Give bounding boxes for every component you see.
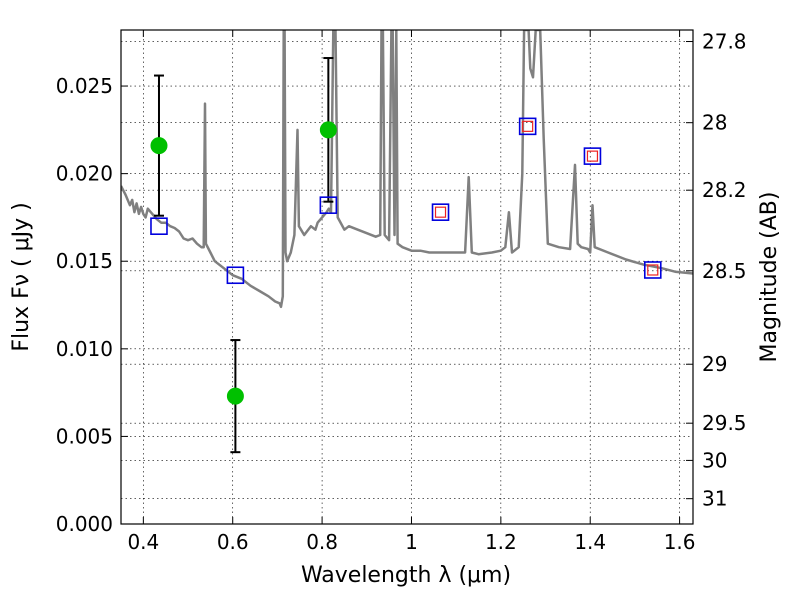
model-photometry-square: [150, 217, 168, 235]
mag-tick-label: 28.5: [702, 259, 747, 283]
model-photometry-inner-square: [522, 120, 534, 132]
mag-tick-label: 28: [702, 111, 727, 135]
x-tick-label: 1.2: [485, 530, 517, 554]
mag-tick-label: 27.8: [702, 30, 747, 54]
model-photometry-square: [226, 266, 245, 285]
y-tick-label: 0.005: [56, 424, 113, 448]
mag-tick-label: 28.2: [702, 178, 747, 202]
y-tick-label: 0.015: [56, 249, 113, 273]
axis-ticks: 0.4 0.6 0.8 1 1.2 1.4 1.6 0.000 0.005 0.010 0.015 0…: [56, 30, 747, 554]
model-photometry-inner-square: [586, 150, 599, 162]
marker-layer: [150, 57, 662, 454]
x-tick-label: 0.6: [217, 530, 249, 554]
model-spectrum-line: [121, 30, 693, 309]
x-tick-label: 1.4: [574, 530, 606, 554]
plot-background: [121, 30, 693, 524]
mag-tick-label: 31: [702, 487, 727, 511]
y-tick-label: 0.020: [56, 162, 113, 186]
x-tick-label: 1: [405, 530, 418, 554]
model-photometry-square: [643, 261, 662, 279]
x-tick-label: 1.6: [664, 530, 696, 554]
x-axis-label: Wavelength λ (μm): [301, 563, 511, 588]
observed-point: [150, 137, 168, 155]
y-tick-label: 0.010: [56, 337, 113, 361]
model-photometry-square: [319, 196, 338, 214]
y-tick-label: 0.025: [56, 74, 113, 98]
model-photometry-inner-square: [647, 264, 659, 276]
model-photometry-square: [518, 117, 537, 136]
plot-frame: [120, 29, 694, 525]
model-photometry-square: [431, 203, 450, 221]
x-tick-label: 0.8: [306, 530, 338, 554]
mag-tick-label: 30: [702, 448, 727, 472]
mag-tick-label: 29.5: [702, 411, 747, 435]
model-spectrum-layer: [121, 30, 693, 309]
y-tick-label: 0.000: [56, 512, 113, 536]
observed-point: [226, 387, 244, 405]
y-axis-label: Flux Fν ( μJy ): [9, 202, 34, 351]
x-tick-label: 0.4: [127, 530, 159, 554]
model-photometry-square: [583, 147, 602, 165]
y2-axis-label: Magnitude (AB): [757, 192, 782, 363]
model-photometry-inner-square: [434, 206, 447, 218]
mag-tick-label: 29: [702, 352, 727, 376]
observed-point: [319, 121, 337, 139]
